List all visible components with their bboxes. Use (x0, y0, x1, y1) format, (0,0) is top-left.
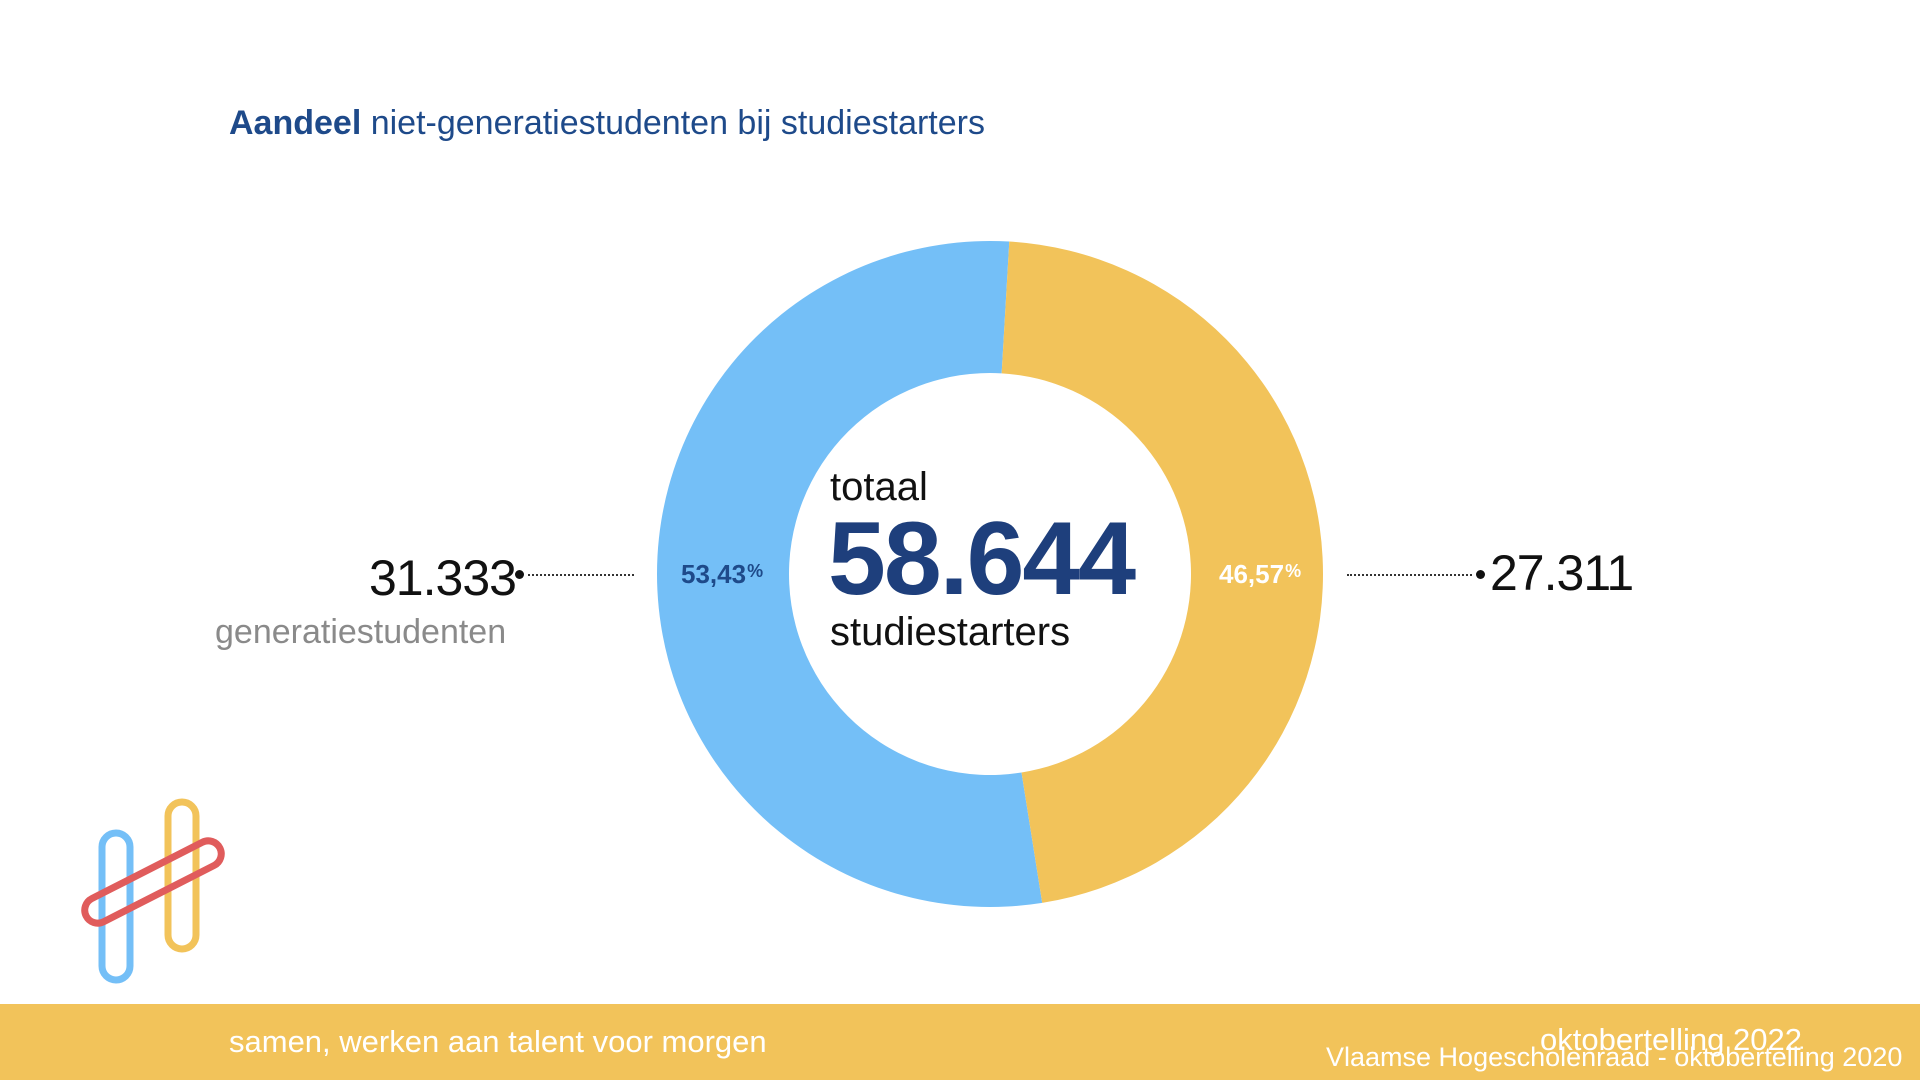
pct-value-niet-generatiestudenten: 46,57 (1219, 559, 1285, 589)
footer-count-label: oktobertelling 2022 (1540, 1022, 1802, 1057)
pct-sign: % (1285, 561, 1302, 581)
count-generatiestudenten: 31.333 (369, 550, 517, 606)
donut-slice-niet-generatiestudenten (1001, 241, 1324, 903)
hogescholenraad-logo (81, 798, 225, 984)
pct-label-niet-generatiestudenten: 46,57% (1219, 559, 1301, 590)
pct-value-generatiestudenten: 53,43 (681, 559, 747, 589)
series-label-generatiestudenten: generatiestudenten (215, 613, 507, 651)
total-prefix: totaal (830, 465, 928, 509)
pct-label-generatiestudenten: 53,43% (681, 559, 763, 590)
footer-bar: samen, werken aan talent voor morgen okt… (0, 1004, 1920, 1080)
title-rest: niet-generatiestudenten bij studiestarte… (370, 104, 985, 142)
count-niet-generatiestudenten: 27.311 (1490, 545, 1634, 601)
callout-line-right (1347, 574, 1472, 576)
donut-slice-generatiestudenten (657, 241, 1043, 907)
callout-dot-right (1476, 570, 1485, 579)
callout-line-left (528, 574, 634, 576)
title-bold: Aandeel (229, 104, 362, 142)
logo-blue-bar (98, 829, 134, 984)
chart-title: Aandeel niet-generatiestudenten bij stud… (229, 104, 985, 143)
callout-dot-left (515, 570, 524, 579)
total-value: 58.644 (828, 501, 1136, 617)
total-suffix: studiestarters (830, 610, 1071, 654)
footer-source: Vlaamse Hogescholenraad - oktobertelling… (1326, 1042, 1903, 1072)
pct-sign: % (747, 561, 764, 581)
footer-tagline: samen, werken aan talent voor morgen (229, 1024, 767, 1059)
logo-red-bar (81, 837, 225, 927)
